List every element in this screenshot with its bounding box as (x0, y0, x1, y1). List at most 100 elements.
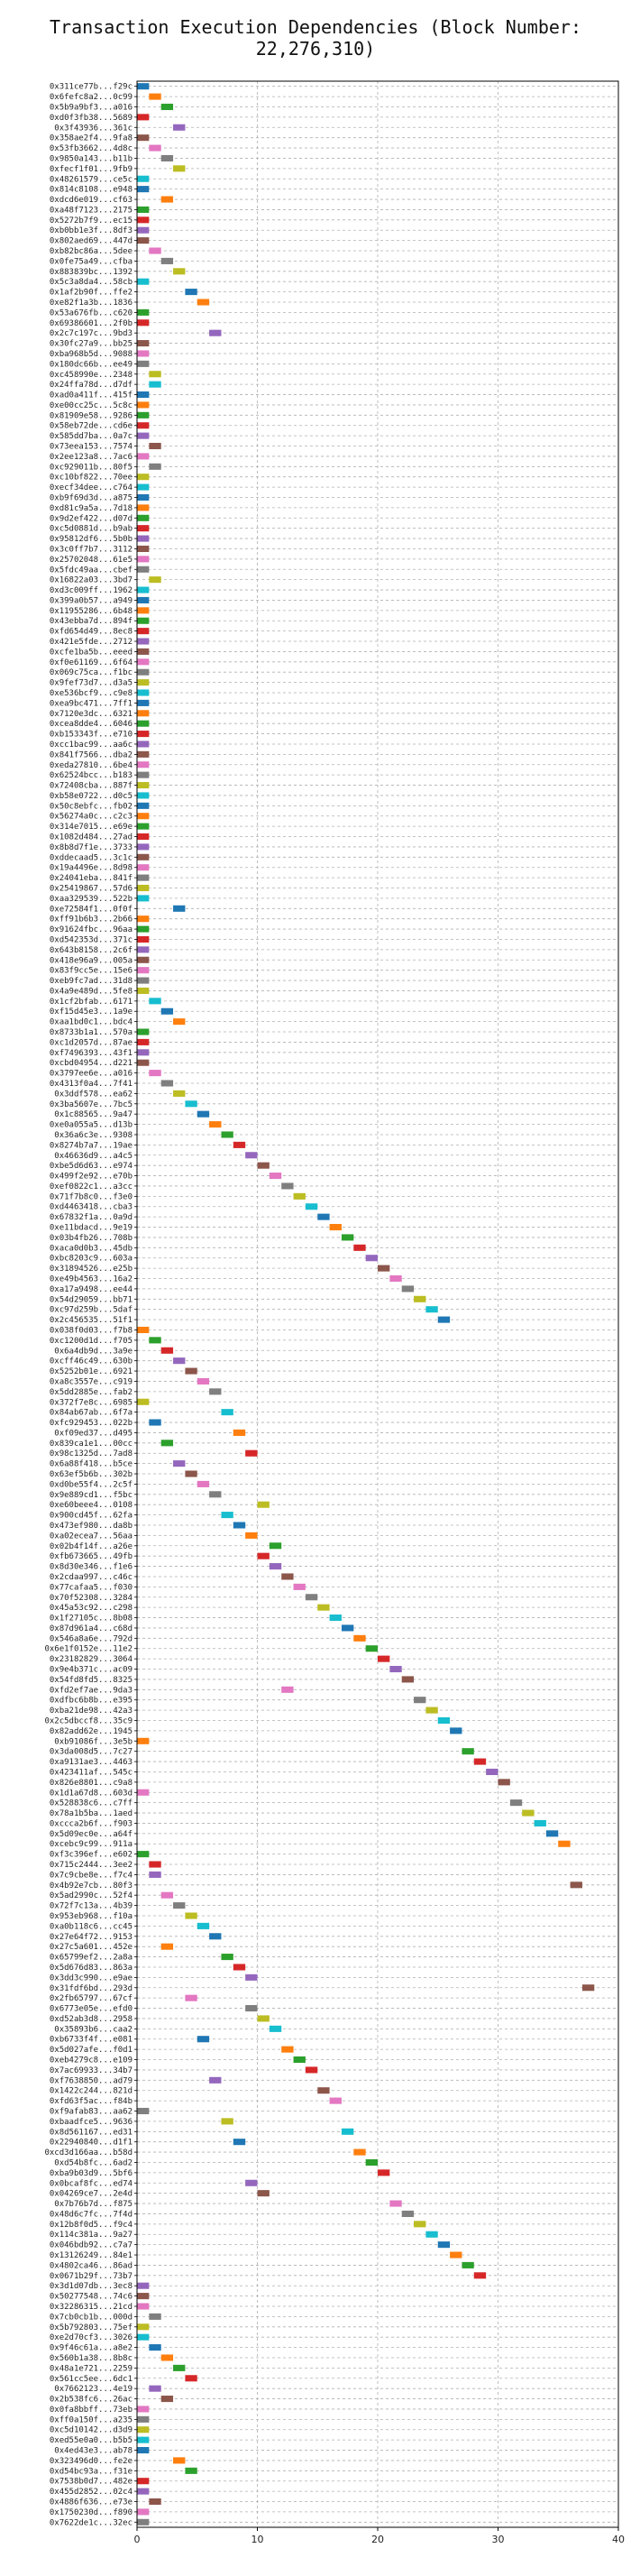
tx-label: 0x4313f0a4...7f41 (50, 1080, 133, 1089)
tx-bar (137, 967, 150, 974)
tx-label: 0xeb9fc7ad...31d8 (50, 977, 133, 986)
tx-bar (137, 2426, 150, 2433)
tx-bar (137, 617, 150, 624)
tx-bar (173, 165, 186, 172)
tx-label: 0x2fb65797...67cf (50, 1994, 133, 2003)
tx-label: 0xfc929453...022b (50, 1419, 133, 1428)
tx-label: 0x3797ee6e...a016 (50, 1070, 133, 1079)
tx-bar (137, 823, 150, 830)
tx-label: 0xd0f3fb38...5689 (50, 114, 133, 123)
tx-label: 0x528838c6...c7ff (50, 1799, 133, 1808)
tx-label: 0xa02ecea7...56aa (50, 1532, 133, 1541)
tx-label: 0x82add62e...1945 (50, 1727, 133, 1736)
tx-bar (137, 1028, 150, 1035)
tx-bar (269, 2025, 282, 2032)
tx-label: 0x0bcaf8fc...ed74 (50, 2179, 133, 2188)
tx-bar (137, 2107, 150, 2115)
tx-bar (149, 463, 161, 470)
tx-label: 0x4b92e7cb...80f3 (50, 1881, 133, 1891)
tx-bar (233, 1964, 246, 1971)
tx-bar (137, 2518, 150, 2525)
tx-label: 0xfd654d49...8ec8 (50, 628, 133, 637)
tx-bar (137, 83, 150, 90)
tx-bar (160, 103, 174, 111)
tx-bar (137, 360, 150, 367)
tx-label: 0x58eb72de...cd6e (50, 422, 133, 431)
tx-label: 0xe00cc25c...5c8c (50, 401, 133, 410)
tx-label: 0x03b4fb26...708b (50, 1234, 133, 1243)
tx-label: 0xecf34dee...c764 (50, 483, 133, 492)
tx-bar (149, 1070, 161, 1077)
tx-bar (137, 761, 150, 768)
tx-label: 0xff91b6b3...2b66 (50, 915, 133, 925)
tx-label: 0xba968b5d...9088 (50, 350, 133, 359)
tx-label: 0xa9131ae3...4463 (50, 1758, 133, 1767)
tx-label: 0x78a1b5ba...1aed (50, 1809, 133, 1818)
tx-label: 0x2c7c197c...9bd3 (50, 329, 133, 338)
tx-bar (173, 268, 186, 275)
tx-label: 0xd4463418...cba3 (50, 1203, 133, 1212)
tx-bar (185, 2375, 197, 2382)
tx-bar (293, 1583, 306, 1590)
tx-bar (209, 1388, 222, 1395)
tx-bar (137, 1038, 150, 1045)
tx-bar (257, 2015, 270, 2022)
tx-label: 0xea9bc471...7ff1 (50, 699, 133, 708)
tx-label: 0x43ebba7d...894f (50, 617, 133, 626)
tx-label: 0x560b1a38...8b8c (50, 2354, 133, 2363)
tx-label: 0xc1d2057d...87ae (50, 1038, 133, 1047)
tx-bar (293, 2056, 306, 2064)
tx-bar (160, 154, 174, 161)
tx-label: 0xaa329539...522b (50, 895, 133, 904)
tx-bar (137, 556, 150, 563)
tx-bar (269, 1563, 282, 1570)
tx-label: 0xb82bc86a...5dee (50, 247, 133, 256)
tx-label: 0xc5d0881d...b9ab (50, 525, 133, 534)
tx-label: 0x13126249...84e1 (50, 2251, 133, 2260)
tx-label: 0xaca0d0b3...45db (50, 1244, 133, 1253)
tx-label: 0x48261579...ce5c (50, 175, 133, 184)
tx-bar (160, 1943, 174, 1950)
tx-label: 0xdfbc6b8b...e395 (50, 1697, 133, 1706)
tx-label: 0xb91086f...3e5b (54, 1737, 133, 1746)
tx-label: 0x6a4db9d...3a9e (54, 1347, 133, 1356)
tx-label: 0x3c0ff7b7...3112 (50, 545, 133, 554)
tx-label: 0x7ac69933...34b7 (50, 2066, 133, 2075)
tx-bar (197, 1480, 210, 1487)
x-tick-label: 30 (492, 2534, 505, 2545)
tx-bar (245, 2179, 258, 2186)
tx-bar (450, 2251, 462, 2259)
tx-bar (137, 802, 150, 809)
tx-bar (545, 1830, 559, 1837)
tx-label: 0xd54b8fc...6ad2 (54, 2158, 133, 2167)
tx-label: 0x24041eba...841f (50, 874, 133, 883)
tx-label: 0xc458990e...2348 (50, 371, 133, 380)
tx-bar (317, 1213, 330, 1220)
tx-label: 0xed55e0a0...b5b5 (50, 2436, 133, 2445)
tx-bar (173, 905, 186, 912)
tx-label: 0x73eea153...7574 (50, 443, 133, 452)
tx-label: 0x9f46c61a...a8e2 (50, 2344, 133, 2353)
tx-label: 0x2b538fc6...26ac (50, 2396, 133, 2405)
tx-label: 0x46636d9...a4c5 (54, 1152, 133, 1161)
tx-label: 0x6773e05e...efd0 (50, 2005, 133, 2014)
tx-bar (137, 340, 150, 347)
tx-bar (137, 2447, 150, 2454)
tx-bar (137, 566, 150, 573)
tx-label: 0x423411af...545c (50, 1768, 133, 1777)
tx-label: 0x5ad2990c...52f4 (50, 1891, 133, 1900)
tx-bar (197, 2036, 210, 2043)
tx-bar (137, 1789, 150, 1796)
tx-label: 0x585dd7ba...0a7c (50, 432, 133, 441)
tx-label: 0x421e5fde...2712 (50, 638, 133, 647)
tx-bar (137, 535, 150, 542)
tx-label: 0xe49b4563...16a2 (50, 1275, 133, 1284)
tx-label: 0x54fd8fd5...8325 (50, 1676, 133, 1685)
tx-label: 0x418e96a9...005a (50, 956, 133, 965)
tx-bar (317, 2087, 330, 2094)
tx-label: 0xba9b03d9...5bf6 (50, 2169, 133, 2178)
tx-label: 0x81909e58...9286 (50, 411, 133, 420)
tx-label: 0x8733b1a1...570a (50, 1028, 133, 1037)
tx-label: 0xb0bb1e3f...8df3 (50, 226, 133, 235)
tx-bar (137, 206, 150, 213)
